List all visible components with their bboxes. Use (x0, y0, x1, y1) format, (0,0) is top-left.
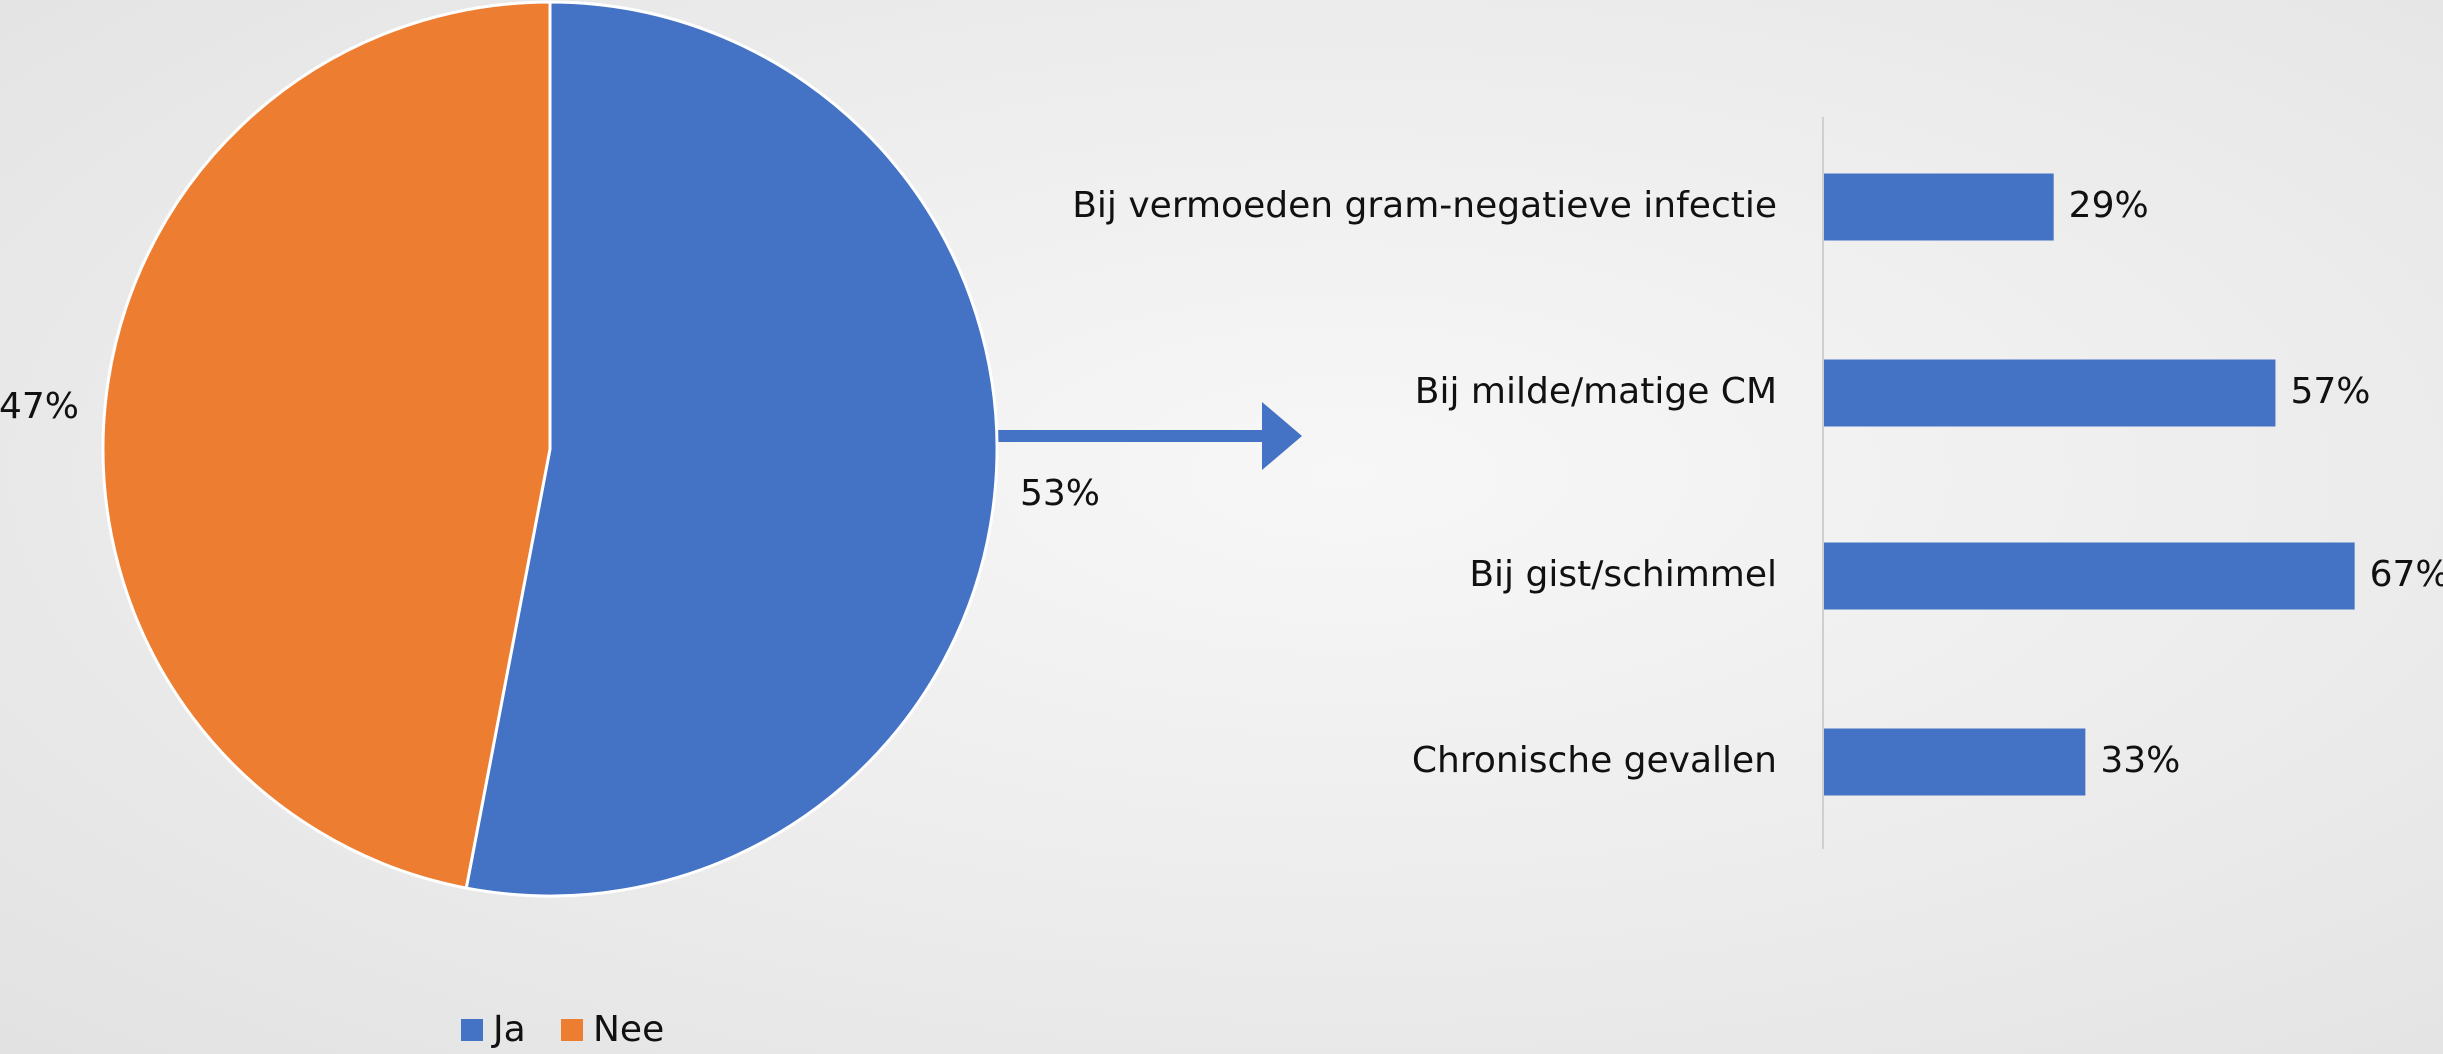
data-label: 57% (2290, 371, 2370, 412)
data-label: 53% (1020, 473, 1100, 514)
bar (1824, 360, 2275, 427)
data-label: 33% (2100, 740, 2180, 781)
bar (1824, 174, 2054, 241)
pie-slice (103, 2, 550, 888)
bar (1824, 729, 2085, 796)
page: {"chart_data": [ {"type": "pie", "catego… (0, 0, 2443, 1054)
data-label: 67% (2370, 554, 2443, 595)
chart: 53% 47% Ja Nee Bij vermoeden gram-negatieve … (0, 0, 2443, 1054)
bar (1824, 543, 2355, 610)
category-label: Chronische gevallen (1412, 740, 1777, 781)
data-label: 47% (0, 386, 79, 427)
legend-label: Ja (491, 1009, 526, 1050)
legend-swatch (561, 1019, 583, 1041)
category-label: Bij vermoeden gram-negatieve infectie (1072, 185, 1777, 226)
category-label: Bij milde/matige CM (1415, 371, 1777, 412)
legend-label: Nee (593, 1009, 664, 1050)
data-label: 29% (2069, 185, 2149, 226)
legend-swatch (461, 1019, 483, 1041)
category-label: Bij gist/schimmel (1469, 554, 1777, 595)
arrow-head (1262, 402, 1302, 470)
